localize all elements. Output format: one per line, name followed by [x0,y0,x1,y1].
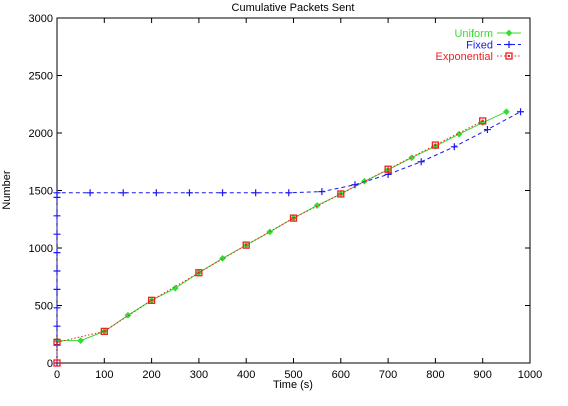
data-point [408,154,416,162]
y-tick-label: 2000 [29,128,53,140]
data-point [77,337,85,344]
data-point [517,108,525,116]
data-point [252,189,260,197]
data-point-center [245,244,248,247]
chart-title: Cumulative Packets Sent [232,2,355,14]
series-group [53,108,525,367]
data-point [53,189,61,197]
data-point [147,296,156,304]
data-point [417,158,425,166]
data-point [505,29,513,37]
y-tick-label: 500 [35,301,53,313]
data-point [53,338,61,346]
data-point [53,359,61,367]
data-point [219,254,226,262]
data-point [53,285,61,293]
x-tick-label: 1000 [518,369,542,381]
series-uniform [53,108,510,344]
data-point [502,108,510,116]
data-point-center [339,192,342,195]
y-tick-label: 2500 [29,71,53,83]
data-point [266,228,274,236]
legend-label: Exponential [436,51,494,63]
y-axis-label: Number [1,170,13,209]
data-point [53,249,61,257]
x-axis-label: Time (s) [273,379,313,391]
data-point [195,269,203,277]
data-point [505,52,513,60]
y-tick-label: 3000 [29,13,53,25]
data-point-center [56,341,58,344]
y-tick-label: 1500 [29,186,53,198]
data-point [289,214,298,222]
series-exponential [53,117,487,367]
data-point [152,189,160,197]
data-point [53,212,61,220]
data-point [384,165,392,173]
data-point [483,126,491,134]
y-tick-label: 0 [47,358,53,370]
x-tick-label: 100 [95,369,113,381]
data-point [53,267,61,275]
data-point [119,189,127,197]
data-point [313,202,321,209]
x-tick-label: 0 [54,369,60,381]
data-point-center [103,330,106,333]
data-point [100,327,108,336]
data-point [53,322,61,330]
data-point [53,230,61,238]
x-tick-label: 400 [237,369,255,381]
legend-label: Fixed [466,40,493,52]
data-point-center [150,299,153,302]
y-tick-label: 1000 [29,243,53,255]
x-tick-label: 900 [474,369,492,381]
data-point [242,241,250,249]
data-point [337,190,345,198]
axis-ticks: 0 100 200 300 400 500 600 700 800 900 1000 0 500 1000… [29,13,543,381]
data-point [285,189,293,197]
series-line [56,120,483,363]
data-point [505,41,513,48]
x-tick-label: 300 [190,369,208,381]
data-point [171,284,179,292]
data-point-center [387,168,390,171]
series-line [56,111,521,363]
data-point-center [292,217,295,220]
legend-label: Uniform [454,28,493,40]
x-tick-label: 500 [284,369,302,381]
data-point-center [434,144,437,147]
data-point [450,143,458,151]
x-tick-label: 800 [426,369,444,381]
data-point-center [197,271,200,274]
data-point [53,304,61,312]
plot-area [56,17,531,364]
data-point-center [508,55,510,57]
data-point [219,189,227,197]
data-point [479,117,487,125]
data-point [86,189,94,197]
x-tick-label: 600 [332,369,350,381]
x-tick-label: 700 [379,369,397,381]
data-point-center [56,362,58,364]
data-point [431,141,440,149]
x-tick-label: 200 [142,369,160,381]
data-point [185,189,193,197]
data-point [455,130,463,138]
series-fixed [53,108,525,367]
data-point [318,188,326,196]
data-point-center [481,119,484,122]
